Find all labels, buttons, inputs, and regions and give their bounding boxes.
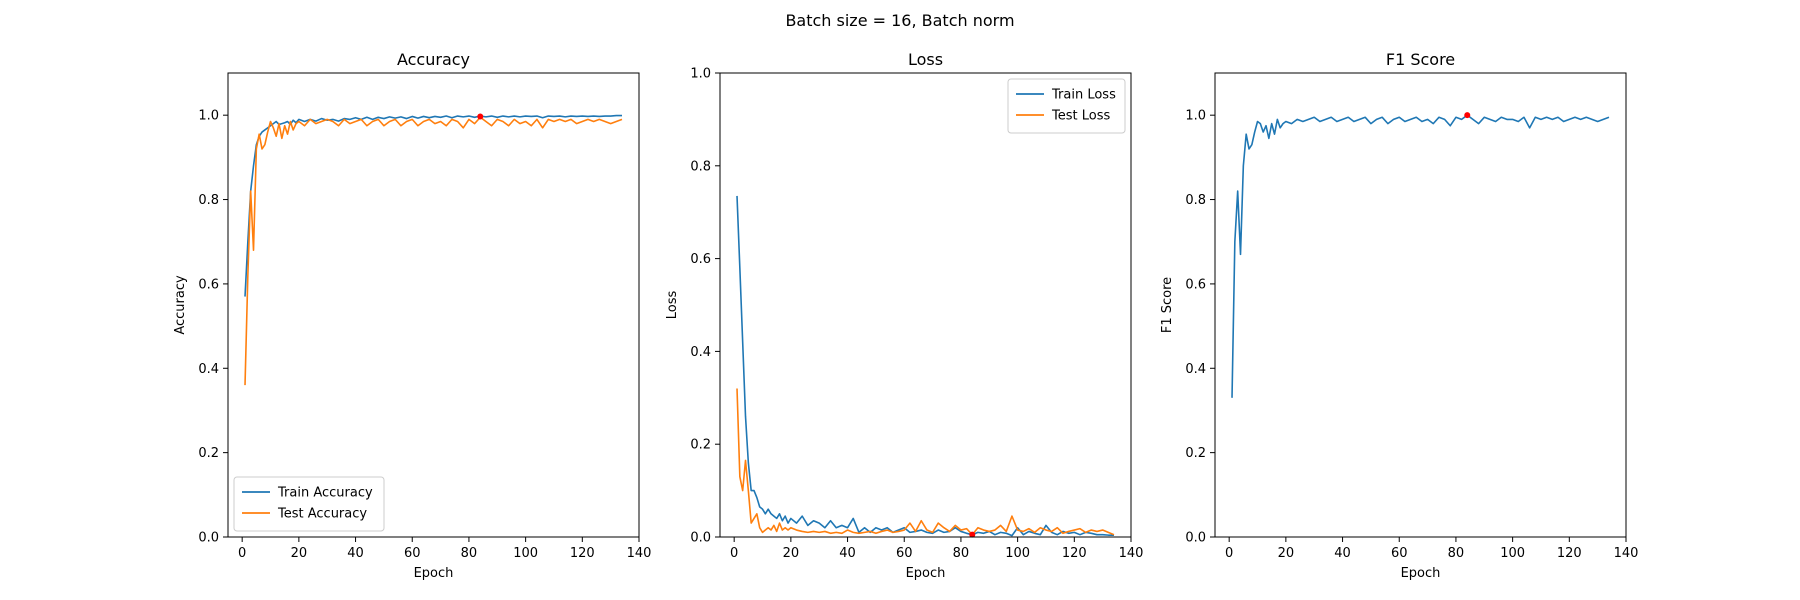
x-tick-label: 120 xyxy=(1062,546,1087,561)
y-tick-label: 0.4 xyxy=(1185,362,1206,377)
legend-label-test-loss: Test Loss xyxy=(1051,109,1110,124)
x-tick-label: 40 xyxy=(839,546,856,561)
x-tick-label: 80 xyxy=(953,546,970,561)
y-tick-label: 0.2 xyxy=(1185,446,1206,461)
y-tick-label: 0.4 xyxy=(198,362,219,377)
x-tick-label: 20 xyxy=(1278,546,1295,561)
x-tick-label: 0 xyxy=(238,546,246,561)
x-tick-label: 120 xyxy=(570,546,595,561)
legend-label-test-accuracy: Test Accuracy xyxy=(277,507,367,522)
x-tick-label: 20 xyxy=(291,546,308,561)
x-tick-label: 20 xyxy=(783,546,800,561)
x-tick-label: 40 xyxy=(347,546,364,561)
y-tick-label: 0.8 xyxy=(690,159,711,174)
axes-frame xyxy=(719,72,1132,538)
legend: Train Loss Test Loss xyxy=(1007,78,1126,134)
x-axis-label: Epoch xyxy=(906,566,946,581)
axes-frame xyxy=(227,72,640,538)
loss-subplot: Loss 0 20 40 60 80 100 120 140 0.0 0.2 0.4 0.6 0.8 1.0… xyxy=(665,50,1143,581)
legend: Train Accuracy Test Accuracy xyxy=(233,476,385,532)
y-axis-label: Loss xyxy=(665,291,680,320)
series-line-test-loss xyxy=(736,388,1115,536)
x-axis-label: Epoch xyxy=(1401,566,1441,581)
y-tick-label: 0.2 xyxy=(198,446,219,461)
x-tick-label: 140 xyxy=(627,546,652,561)
subplot-title: Loss xyxy=(908,50,943,69)
plot-area xyxy=(736,195,1115,537)
x-tick-label: 140 xyxy=(1119,546,1144,561)
x-tick-label: 80 xyxy=(1448,546,1465,561)
x-tick-label: 40 xyxy=(1334,546,1351,561)
x-tick-label: 100 xyxy=(513,546,538,561)
subplot-title: Accuracy xyxy=(397,50,470,69)
y-tick-label: 0.0 xyxy=(1185,531,1206,546)
y-tick-label: 0.4 xyxy=(690,345,711,360)
x-tick-label: 60 xyxy=(1391,546,1408,561)
y-tick-label: 1.0 xyxy=(1185,109,1206,124)
y-tick-label: 0.6 xyxy=(690,252,711,267)
best-epoch-marker xyxy=(1464,112,1471,119)
accuracy-subplot: Accuracy 0 20 40 60 80 100 120 140 0.0 0.2 0.4 0.6 0.… xyxy=(173,50,651,581)
plot-area xyxy=(244,114,623,386)
x-tick-label: 60 xyxy=(404,546,421,561)
f1-score-subplot: F1 Score 0 20 40 60 80 100 120 140 0.0 0.2 0.4 0.6 0.… xyxy=(1160,50,1638,581)
series-line-train-loss xyxy=(736,195,1114,537)
series-line-f1-score xyxy=(1231,114,1610,398)
x-tick-label: 80 xyxy=(461,546,478,561)
y-axis-label: Accuracy xyxy=(173,275,188,335)
plot-area xyxy=(1231,114,1610,398)
best-epoch-marker xyxy=(477,113,484,120)
legend-box xyxy=(233,476,385,532)
x-tick-label: 0 xyxy=(730,546,738,561)
series-line-test-accuracy xyxy=(244,116,623,386)
x-tick-label: 140 xyxy=(1614,546,1639,561)
series-line-train-accuracy xyxy=(244,114,622,297)
x-tick-label: 100 xyxy=(1005,546,1030,561)
x-tick-label: 100 xyxy=(1500,546,1525,561)
x-tick-label: 60 xyxy=(896,546,913,561)
best-epoch-marker xyxy=(969,531,976,538)
legend-label-train-loss: Train Loss xyxy=(1051,88,1116,103)
y-tick-label: 0.0 xyxy=(198,531,219,546)
y-tick-label: 0.8 xyxy=(1185,193,1206,208)
subplot-title: F1 Score xyxy=(1386,50,1455,69)
y-tick-label: 1.0 xyxy=(198,109,219,124)
y-tick-label: 0.6 xyxy=(198,277,219,292)
axes-frame xyxy=(1214,72,1627,538)
y-axis-label: F1 Score xyxy=(1160,277,1175,333)
y-tick-label: 0.8 xyxy=(198,193,219,208)
legend-label-train-accuracy: Train Accuracy xyxy=(277,486,373,501)
y-tick-label: 0.0 xyxy=(690,531,711,546)
x-tick-label: 120 xyxy=(1557,546,1582,561)
legend-box xyxy=(1007,78,1126,134)
y-tick-label: 0.6 xyxy=(1185,277,1206,292)
figure-suptitle: Batch size = 16, Batch norm xyxy=(785,11,1014,30)
y-tick-label: 1.0 xyxy=(690,67,711,82)
x-axis-label: Epoch xyxy=(414,566,454,581)
x-tick-label: 0 xyxy=(1225,546,1233,561)
y-tick-label: 0.2 xyxy=(690,438,711,453)
